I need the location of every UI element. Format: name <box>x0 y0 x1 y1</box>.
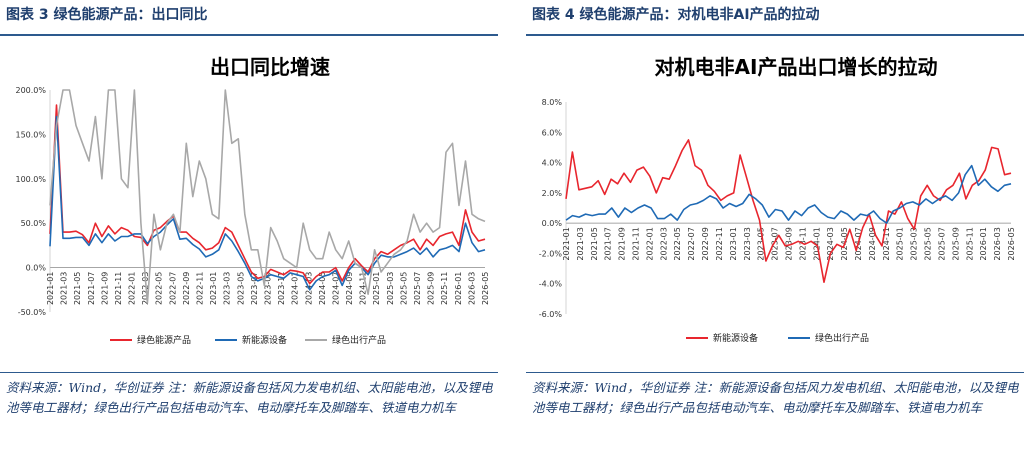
legend-label: 绿色能源产品 <box>137 334 191 346</box>
x-tick-label: 2021-11 <box>632 227 641 260</box>
y-tick-label: -4.0% <box>539 280 563 289</box>
left-source-note: 资料来源：Wind，华创证券 注：新能源设备包括风力发电机组、太阳能电池，以及锂… <box>6 380 493 415</box>
right-bottom-rule <box>526 372 1024 373</box>
x-tick-label: 2025-09 <box>951 227 960 260</box>
x-tick-label: 2023-01 <box>209 272 218 305</box>
left-figure-panel: 图表 3 绿色能源产品：出口同比 出口同比增速 -50.0% 0.0% 50.0% 10… <box>0 0 498 463</box>
y-tick-label: 6.0% <box>542 128 563 137</box>
x-tick-label: 2025-03 <box>386 272 395 305</box>
x-tick-label: 2024-11 <box>882 227 891 260</box>
x-tick-label: 2025-11 <box>965 227 974 260</box>
x-tick-label: 2021-03 <box>60 272 69 305</box>
left-top-rule <box>0 34 498 36</box>
x-tick-label: 2022-01 <box>128 272 137 305</box>
x-tick-label: 2021-07 <box>87 272 96 305</box>
y-tick-label: 0.0% <box>542 219 563 228</box>
x-tick-label: 2023-09 <box>264 272 273 305</box>
series-line-1 <box>565 164 1012 224</box>
x-tick-label: 2026-01 <box>454 272 463 305</box>
x-tick-label: 2025-03 <box>910 227 919 260</box>
y-tick-label: 2.0% <box>542 189 563 198</box>
x-tick-label: 2023-07 <box>771 227 780 260</box>
y-tick-label: 4.0% <box>542 159 563 168</box>
x-tick-label: 2024-03 <box>826 227 835 260</box>
x-tick-label: 2021-05 <box>590 227 599 260</box>
x-tick-label: 2022-07 <box>168 272 177 305</box>
x-tick-label: 2024-09 <box>868 227 877 260</box>
x-tick-label: 2022-01 <box>645 227 654 260</box>
x-tick-label: 2025-05 <box>924 227 933 260</box>
x-tick-label: 2025-09 <box>427 272 436 305</box>
x-tick-label: 2023-05 <box>757 227 766 260</box>
x-tick-label: 2025-05 <box>399 272 408 305</box>
x-tick-label: 2021-01 <box>46 272 55 305</box>
x-tick-label: 2021-09 <box>618 227 627 260</box>
x-tick-label: 2025-01 <box>372 272 381 305</box>
x-tick-label: 2024-07 <box>331 272 340 305</box>
x-tick-label: 2021-03 <box>576 227 585 260</box>
x-tick-label: 2025-07 <box>937 227 946 260</box>
x-tick-label: 2022-09 <box>182 272 191 305</box>
legend-label: 绿色出行产品 <box>332 334 386 346</box>
right-source-note: 资料来源：Wind，华创证券 注：新能源设备包括风力发电机组、太阳能电池，以及锂… <box>532 380 1019 415</box>
export-growth-chart: 出口同比增速 -50.0% 0.0% 50.0% 100.0% 150.0% 200.0% 2… <box>15 55 490 346</box>
y-tick-label: 8.0% <box>542 98 563 107</box>
x-tick-label: 2022-03 <box>659 227 668 260</box>
x-tick-label: 2021-11 <box>114 272 123 305</box>
x-tick-label: 2021-05 <box>73 272 82 305</box>
y-tick-label: -6.0% <box>539 310 563 319</box>
x-tick-label: 2022-05 <box>155 272 164 305</box>
series-line-0 <box>565 139 1012 283</box>
x-tick-label: 2021-01 <box>562 227 571 260</box>
x-tick-label: 2026-01 <box>979 227 988 260</box>
y-tick-label: -2.0% <box>539 249 563 258</box>
legend-label: 新能源设备 <box>242 334 287 346</box>
pull-effect-chart: 对机电非AI产品出口增长的拉动 -6.0% -4.0% -2.0% 0.0% 2.0% 4.… <box>539 55 1016 344</box>
x-tick-label: 2023-03 <box>223 272 232 305</box>
x-tick-label: 2023-09 <box>785 227 794 260</box>
x-tick-label: 2022-11 <box>715 227 724 260</box>
x-tick-label: 2025-01 <box>896 227 905 260</box>
legend-label: 绿色出行产品 <box>815 332 869 344</box>
x-tick-label: 2022-11 <box>196 272 205 305</box>
x-tick-label: 2022-05 <box>673 227 682 260</box>
x-tick-label: 2021-09 <box>100 272 109 305</box>
x-tick-label: 2023-05 <box>236 272 245 305</box>
series-line-2 <box>49 89 486 304</box>
x-tick-label: 2024-11 <box>359 272 368 305</box>
right-figure-title: 图表 4 绿色能源产品：对机电非AI产品的拉动 <box>532 7 820 23</box>
x-tick-label: 2026-05 <box>1007 227 1016 260</box>
x-tick-label: 2024-09 <box>345 272 354 305</box>
x-tick-label: 2024-05 <box>318 272 327 305</box>
y-tick-label: 50.0% <box>21 219 47 228</box>
chart-title: 出口同比增速 <box>210 55 330 79</box>
x-tick-label: 2023-03 <box>743 227 752 260</box>
series-line-0 <box>49 104 486 285</box>
x-tick-label: 2024-01 <box>291 272 300 305</box>
left-bottom-rule <box>0 372 498 373</box>
right-figure-panel: 图表 4 绿色能源产品：对机电非AI产品的拉动 对机电非AI产品出口增长的拉动 -… <box>526 0 1024 463</box>
x-tick-label: 2025-07 <box>413 272 422 305</box>
x-tick-label: 2022-09 <box>701 227 710 260</box>
chart-title: 对机电非AI产品出口增长的拉动 <box>655 55 938 79</box>
x-tick-label: 2024-01 <box>812 227 821 260</box>
left-figure-title: 图表 3 绿色能源产品：出口同比 <box>6 7 208 23</box>
right-top-rule <box>526 34 1024 36</box>
x-tick-label: 2023-11 <box>277 272 286 305</box>
y-tick-label: 200.0% <box>15 86 46 95</box>
x-tick-label: 2025-11 <box>440 272 449 305</box>
x-tick-label: 2026-03 <box>467 272 476 305</box>
x-tick-label: 2022-07 <box>687 227 696 260</box>
x-tick-label: 2026-05 <box>481 272 490 305</box>
y-tick-label: 150.0% <box>15 130 46 139</box>
x-tick-label: 2023-01 <box>729 227 738 260</box>
series-line-1 <box>49 115 486 291</box>
y-tick-label: 100.0% <box>15 175 46 184</box>
legend-label: 新能源设备 <box>713 332 758 344</box>
x-tick-label: 2026-03 <box>993 227 1002 260</box>
x-tick-label: 2021-07 <box>604 227 613 260</box>
x-tick-label: 2023-07 <box>250 272 259 305</box>
y-tick-label: -50.0% <box>18 308 47 317</box>
y-tick-label: 0.0% <box>26 264 47 273</box>
